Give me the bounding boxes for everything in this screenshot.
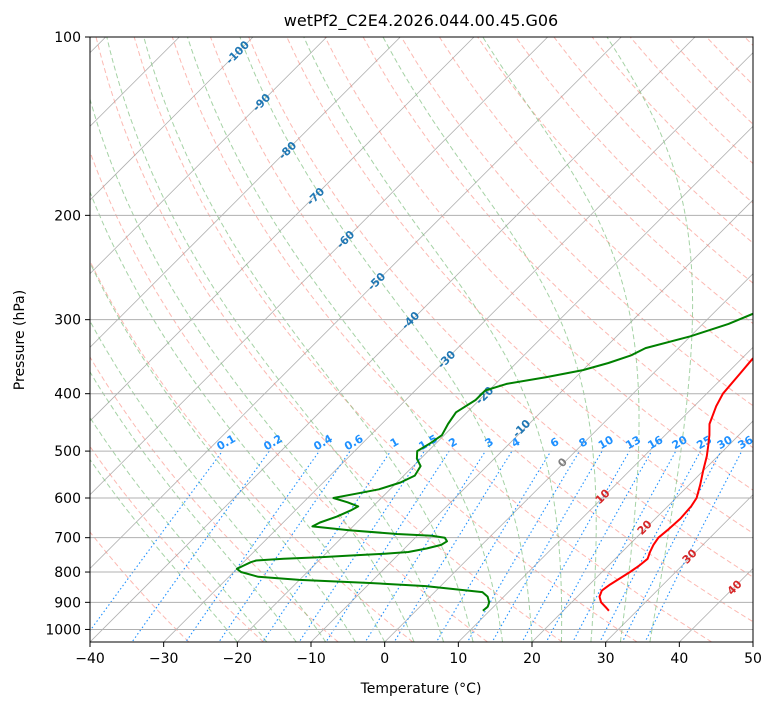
dry-adiabat-line (90, 356, 339, 642)
y-tick-label: 200 (54, 208, 81, 224)
isotherm-line (90, 37, 401, 348)
moist-adiabat-line (90, 190, 386, 642)
moist-adiabat-line (606, 37, 694, 642)
dry-adiabat-line (90, 150, 488, 642)
y-axis-ticks: 100 200 300 400 500 600 700 800 900 1000 (45, 30, 90, 638)
x-tick-label: −30 (149, 651, 179, 667)
isotherm-line (605, 494, 753, 642)
dry-adiabat-line (400, 37, 753, 407)
moist-adiabat-line (90, 261, 356, 642)
isotherm-line (90, 37, 475, 422)
dry-adiabat-line (171, 37, 712, 642)
temperature-profile-line (598, 356, 753, 612)
y-tick-label: 600 (54, 491, 81, 507)
moist-adiabat-line (303, 37, 563, 642)
chart-title: wetPf2_C2E4.2026.044.00.45.G06 (284, 11, 558, 31)
dry-adiabat-line (90, 531, 190, 642)
moist-adiabat-line (382, 37, 597, 642)
dry-adiabat-line (90, 445, 264, 642)
x-tick-label: 0 (380, 651, 389, 667)
isotherm-line (90, 37, 254, 201)
x-tick-label: −20 (223, 651, 253, 667)
moist-adiabat-line (143, 37, 474, 642)
y-tick-label: 1000 (45, 622, 81, 638)
x-tick-label: 10 (449, 651, 467, 667)
y-tick-label: 100 (54, 30, 81, 46)
x-axis-label: Temperature (°C) (360, 681, 482, 697)
dry-adiabat-line (515, 37, 753, 284)
moist-adiabat-line (482, 37, 640, 642)
y-tick-label: 800 (54, 565, 81, 581)
moist-adiabat-line (187, 37, 503, 642)
dry-adiabat-line (324, 37, 753, 491)
moist-adiabat-line (90, 320, 327, 642)
dry-adiabat-line (95, 37, 563, 642)
y-tick-label: 500 (54, 444, 81, 460)
y-tick-label: 900 (54, 595, 81, 611)
isotherm-line (457, 346, 753, 642)
isotherm-line (90, 37, 622, 569)
profiles (235, 312, 753, 612)
x-tick-label: −10 (296, 651, 326, 667)
y-tick-label: 300 (54, 313, 81, 329)
x-tick-label: 40 (670, 651, 688, 667)
dry-adiabat-line (90, 259, 414, 642)
x-tick-label: 20 (523, 651, 541, 667)
dry-adiabat-line (133, 37, 638, 642)
pressure-gridlines (90, 37, 753, 630)
isotherm-line (236, 125, 753, 642)
x-tick-label: 50 (744, 651, 762, 667)
y-axis-label: Pressure (hPa) (12, 290, 28, 390)
background-lines (90, 37, 753, 642)
moist-adiabat-line (239, 37, 533, 642)
plot-frame (89, 36, 754, 643)
isotherm-line (90, 37, 696, 642)
x-tick-label: −40 (75, 651, 105, 667)
isotherm-line (90, 37, 328, 275)
y-tick-label: 700 (54, 531, 81, 547)
isotherm-line (90, 37, 549, 496)
isotherm-line (310, 199, 753, 642)
x-axis-ticks: −40 −30 −20 −10 0 10 20 30 40 50 (75, 642, 762, 667)
isotherm-line (163, 52, 753, 642)
moist-adiabat-line (90, 458, 238, 642)
dry-adiabat-line (438, 37, 753, 366)
dry-adiabat-line (248, 37, 753, 578)
x-tick-label: 30 (597, 651, 615, 667)
moist-adiabat-line (106, 37, 445, 642)
dewpoint-profile-line (235, 312, 753, 612)
isotherm-line (531, 420, 753, 642)
moist-adiabat-line (90, 416, 268, 642)
isotherm-line (384, 273, 753, 642)
dry-adiabat-line (210, 37, 753, 623)
isotherm-line (90, 37, 180, 127)
y-tick-label: 400 (54, 387, 81, 403)
